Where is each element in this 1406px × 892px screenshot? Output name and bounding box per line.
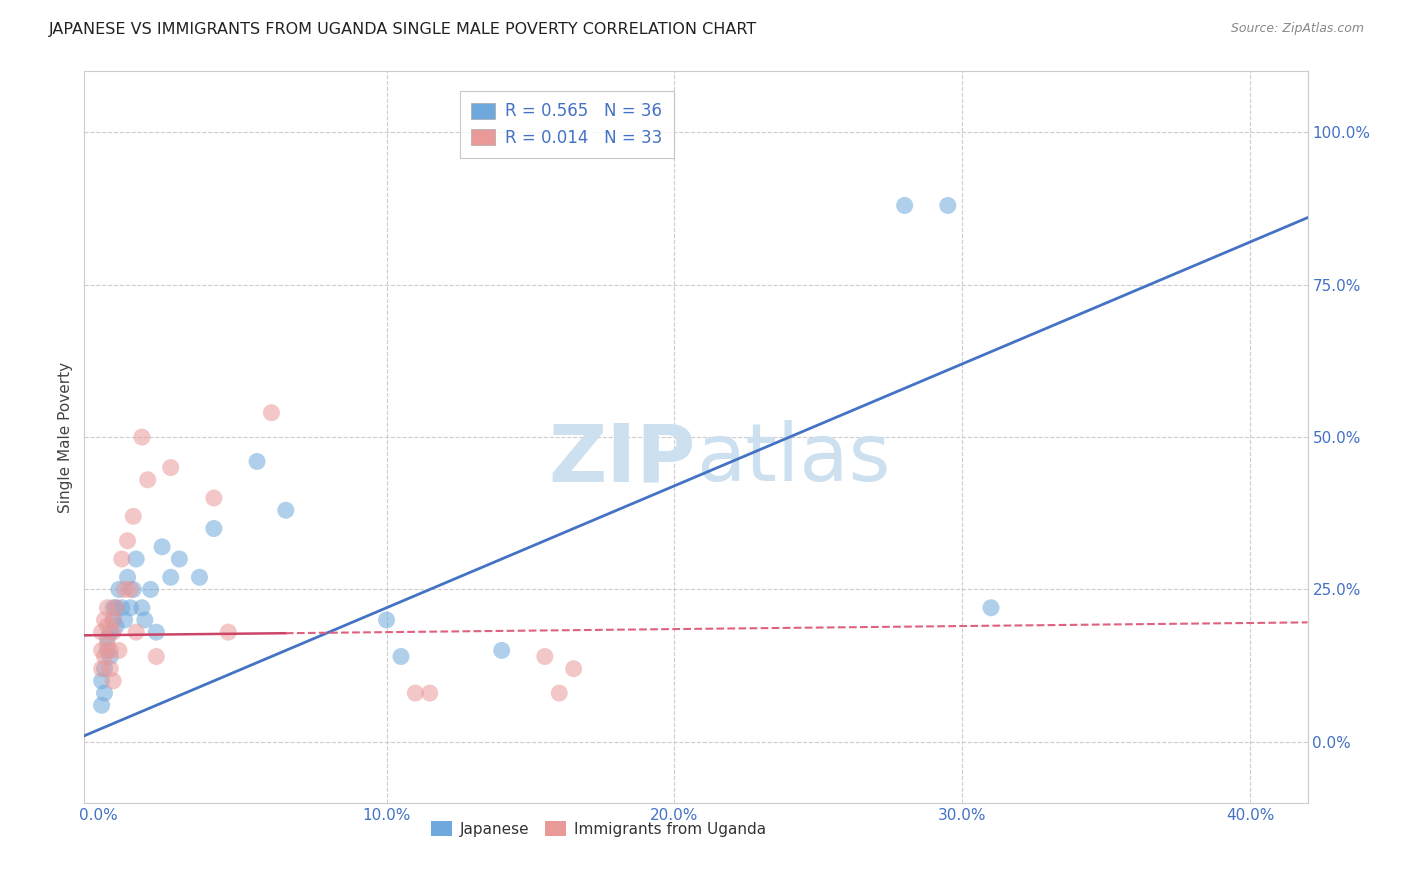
Point [122, 509, 145, 524]
Point [202, 521, 225, 535]
Point [96, 632, 118, 646]
Point [96, 637, 118, 651]
Point [893, 198, 915, 212]
Point [101, 625, 124, 640]
Point [980, 600, 1002, 615]
Point [111, 552, 134, 566]
Point [548, 686, 571, 700]
Legend: Japanese, Immigrants from Uganda: Japanese, Immigrants from Uganda [425, 815, 772, 843]
Point [125, 625, 148, 640]
Point [117, 533, 139, 548]
Point [105, 600, 128, 615]
Point [90, 625, 112, 640]
Point [101, 673, 124, 688]
Point [419, 686, 441, 700]
Point [217, 625, 239, 640]
Y-axis label: Single Male Poverty: Single Male Poverty [58, 361, 73, 513]
Point [93, 649, 115, 664]
Point [101, 613, 124, 627]
Point [139, 582, 162, 597]
Point [389, 649, 412, 664]
Point [96, 643, 118, 657]
Text: ZIP: ZIP [548, 420, 696, 498]
Point [96, 600, 118, 615]
Point [145, 625, 167, 640]
Point [93, 662, 115, 676]
Point [260, 406, 283, 420]
Point [122, 582, 145, 597]
Point [562, 662, 585, 676]
Text: atlas: atlas [696, 420, 890, 498]
Point [90, 673, 112, 688]
Point [404, 686, 426, 700]
Point [93, 686, 115, 700]
Point [98, 625, 121, 640]
Point [534, 649, 557, 664]
Point [150, 540, 173, 554]
Point [108, 643, 131, 657]
Point [202, 491, 225, 505]
Point [101, 600, 124, 615]
Point [131, 600, 153, 615]
Point [134, 613, 156, 627]
Point [105, 619, 128, 633]
Point [105, 600, 128, 615]
Point [375, 613, 398, 627]
Point [90, 662, 112, 676]
Point [117, 570, 139, 584]
Point [159, 460, 181, 475]
Point [114, 613, 136, 627]
Point [98, 649, 121, 664]
Point [491, 643, 513, 657]
Point [98, 662, 121, 676]
Point [111, 600, 134, 615]
Point [159, 570, 181, 584]
Point [131, 430, 153, 444]
Point [125, 552, 148, 566]
Point [93, 613, 115, 627]
Point [145, 649, 167, 664]
Point [936, 198, 959, 212]
Point [98, 643, 121, 657]
Point [188, 570, 211, 584]
Point [101, 613, 124, 627]
Point [274, 503, 297, 517]
Text: Source: ZipAtlas.com: Source: ZipAtlas.com [1230, 22, 1364, 36]
Text: JAPANESE VS IMMIGRANTS FROM UGANDA SINGLE MALE POVERTY CORRELATION CHART: JAPANESE VS IMMIGRANTS FROM UGANDA SINGL… [49, 22, 758, 37]
Point [96, 619, 118, 633]
Point [246, 454, 269, 468]
Point [90, 698, 112, 713]
Point [120, 582, 142, 597]
Point [90, 643, 112, 657]
Point [169, 552, 191, 566]
Point [114, 582, 136, 597]
Point [136, 473, 159, 487]
Point [120, 600, 142, 615]
Point [108, 582, 131, 597]
